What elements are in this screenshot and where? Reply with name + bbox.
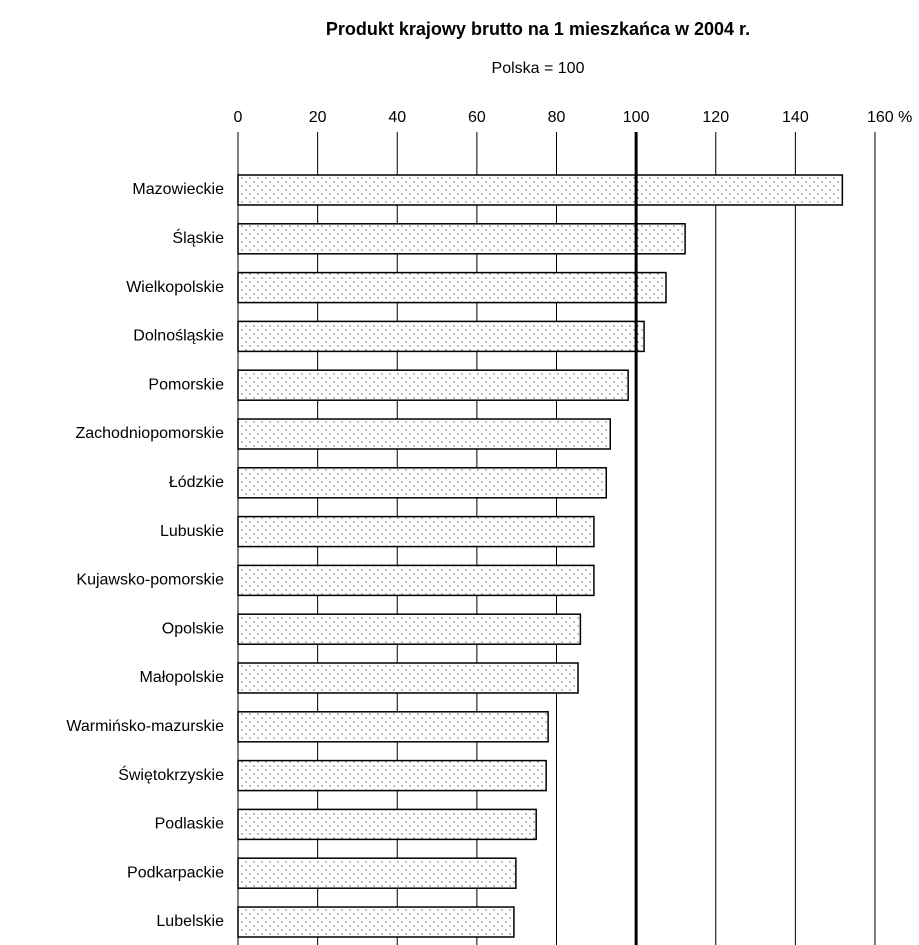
bar [237,857,517,889]
x-tick-label: 60 [468,109,486,126]
x-tick-label: 0 [234,109,243,126]
bar [237,271,667,304]
y-tick-label: Warmińsko-mazurskie [66,718,224,735]
bar [237,711,549,743]
y-tick-label: Kujawsko-pomorskie [76,572,224,589]
y-tick-label: Łódzkie [169,474,224,491]
y-tick-label: Podlaskie [155,816,224,833]
y-tick-label: Zachodniopomorskie [75,425,224,442]
y-tick-label: Mazowieckie [132,181,224,198]
x-tick-label: 80 [548,109,566,126]
bar [237,418,611,450]
bar [237,515,595,548]
y-tick-label: Śląskie [172,228,224,247]
bar [237,662,579,694]
x-tick-label: 20 [309,109,327,126]
bar [237,906,515,938]
x-tick-label: 120 [702,109,729,126]
bar [237,564,595,597]
y-tick-label: Lubuskie [160,523,224,540]
chart-title: Produkt krajowy brutto na 1 mieszkańca w… [326,19,750,39]
y-tick-label: Podkarpackie [127,864,224,881]
y-tick-label: Pomorskie [148,376,224,393]
x-tick-label: 100 [623,109,650,126]
x-tick-label: 40 [388,109,406,126]
y-tick-label: Małopolskie [140,669,225,686]
bar [237,320,645,353]
bar [237,808,537,841]
bar [237,613,582,645]
y-tick-label: Wielkopolskie [126,279,224,296]
bar [237,174,844,206]
bar [237,369,629,401]
bar [237,467,608,499]
x-tick-label: 160 % [867,109,912,126]
x-tick-label: 140 [782,109,809,126]
y-tick-label: Lubelskie [156,913,224,930]
bar [237,223,686,255]
y-tick-label: Dolnośląskie [133,328,224,345]
bar [237,759,547,792]
y-tick-label: Opolskie [162,620,224,637]
chart-subtitle: Polska = 100 [492,60,585,77]
y-tick-label: Świętokrzyskie [118,765,224,784]
